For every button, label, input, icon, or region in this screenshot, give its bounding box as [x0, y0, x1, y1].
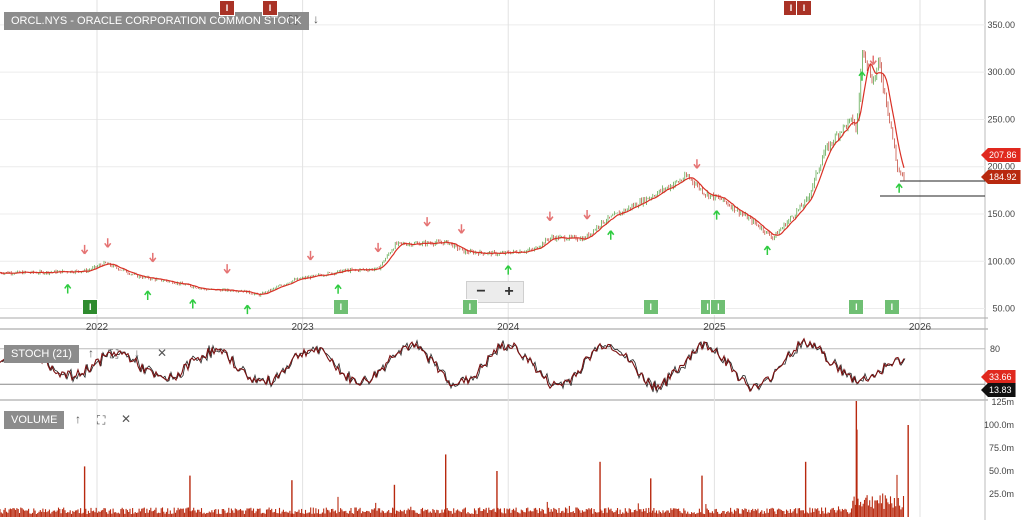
price-tick-label: 350.00 — [987, 20, 1015, 30]
top-event-marker[interactable]: I — [796, 0, 812, 16]
event-marker[interactable]: I — [461, 299, 478, 315]
event-marker[interactable]: I — [642, 299, 659, 315]
price-tick-label: 200.00 — [987, 162, 1015, 172]
buy-signal-arrow — [189, 299, 197, 309]
year-tick-label: 2025 — [703, 322, 726, 333]
event-marker[interactable]: I — [82, 299, 99, 315]
stoch-tick-label: 80 — [990, 344, 1000, 354]
price-tag-dark: 184.92 — [981, 170, 1021, 184]
zoom-out-button[interactable]: − — [476, 283, 486, 300]
zoom-in-button[interactable]: + — [504, 283, 514, 300]
price-tick-label: 250.00 — [987, 114, 1015, 124]
volume-tick-label: 25.0m — [989, 489, 1014, 499]
sell-signal-arrow — [104, 238, 112, 248]
volume-tick-label: 125m — [991, 397, 1014, 407]
sell-signal-arrow — [457, 224, 466, 234]
buy-signal-arrow — [607, 230, 615, 240]
volume-panel-title: VOLUME — [4, 411, 65, 429]
move-up-icon[interactable]: ↑ — [75, 412, 81, 426]
close-icon[interactable]: ✕ — [157, 346, 168, 360]
price-moving-average-line — [0, 63, 905, 296]
stoch-k-line — [0, 337, 905, 393]
move-up-icon[interactable]: ↑ — [88, 346, 94, 360]
year-tick-label: 2023 — [291, 322, 314, 333]
fullscreen-icon[interactable]: ⛶ — [289, 13, 298, 27]
fullscreen-icon[interactable]: ⛶ — [110, 347, 119, 361]
buy-signal-arrow — [144, 290, 152, 300]
buy-signal-arrow — [713, 210, 721, 220]
year-tick-label: 2022 — [86, 322, 109, 333]
sell-signal-arrow — [81, 244, 89, 255]
event-marker[interactable]: I — [883, 299, 900, 315]
price-tick-label: 150.00 — [987, 209, 1015, 219]
fullscreen-icon[interactable]: ⛶ — [97, 413, 106, 427]
sell-signal-arrow — [374, 242, 382, 253]
volume-tick-label: 50.0m — [989, 466, 1014, 476]
buy-signal-arrow — [858, 71, 866, 81]
price-tick-label: 100.00 — [987, 256, 1015, 266]
top-event-marker[interactable]: I — [219, 0, 235, 16]
event-marker[interactable]: I — [710, 299, 727, 315]
volume-bars — [0, 401, 909, 517]
buy-signal-arrow — [64, 284, 72, 294]
stoch-panel-title: STOCH (21) — [4, 345, 79, 363]
stoch-tag-dark: 13.83 — [981, 383, 1016, 397]
sell-signal-arrow — [423, 217, 431, 227]
price-candles — [0, 49, 905, 297]
buy-signal-arrow — [334, 284, 342, 294]
sell-signal-arrow — [546, 211, 554, 222]
buy-signal-arrow — [895, 183, 903, 193]
buy-signal-arrow — [243, 304, 252, 315]
event-marker[interactable]: I — [848, 299, 865, 315]
year-tick-label: 2026 — [909, 322, 932, 333]
buy-signal-arrow — [504, 265, 512, 275]
price-tick-label: 300.00 — [987, 67, 1015, 77]
volume-tick-label: 100.0m — [984, 420, 1014, 430]
sell-signal-arrow — [693, 159, 701, 169]
price-tick-label: 50.00 — [992, 304, 1015, 314]
move-down-icon[interactable]: ↓ — [134, 346, 140, 360]
volume-tick-label: 75.0m — [989, 443, 1014, 453]
event-marker[interactable]: I — [332, 299, 349, 315]
sell-signal-arrow — [583, 209, 591, 220]
buy-signal-arrow — [763, 245, 771, 256]
price-panel-title: ORCL.NYS - ORACLE CORPORATION COMMON STO… — [4, 12, 309, 30]
sell-signal-arrow — [149, 252, 157, 263]
stoch-tag-red: 33.66 — [981, 370, 1016, 384]
down-arrow-icon[interactable]: ↓ — [313, 12, 319, 26]
price-tag-red: 207.86 — [981, 148, 1021, 162]
sell-signal-arrow — [223, 264, 231, 274]
year-tick-label: 2024 — [497, 322, 520, 333]
zoom-controls: − + — [466, 281, 524, 303]
sell-signal-arrow — [869, 55, 877, 66]
close-icon[interactable]: ✕ — [121, 412, 132, 426]
top-event-marker[interactable]: I — [262, 0, 278, 16]
sell-signal-arrow — [306, 250, 315, 261]
